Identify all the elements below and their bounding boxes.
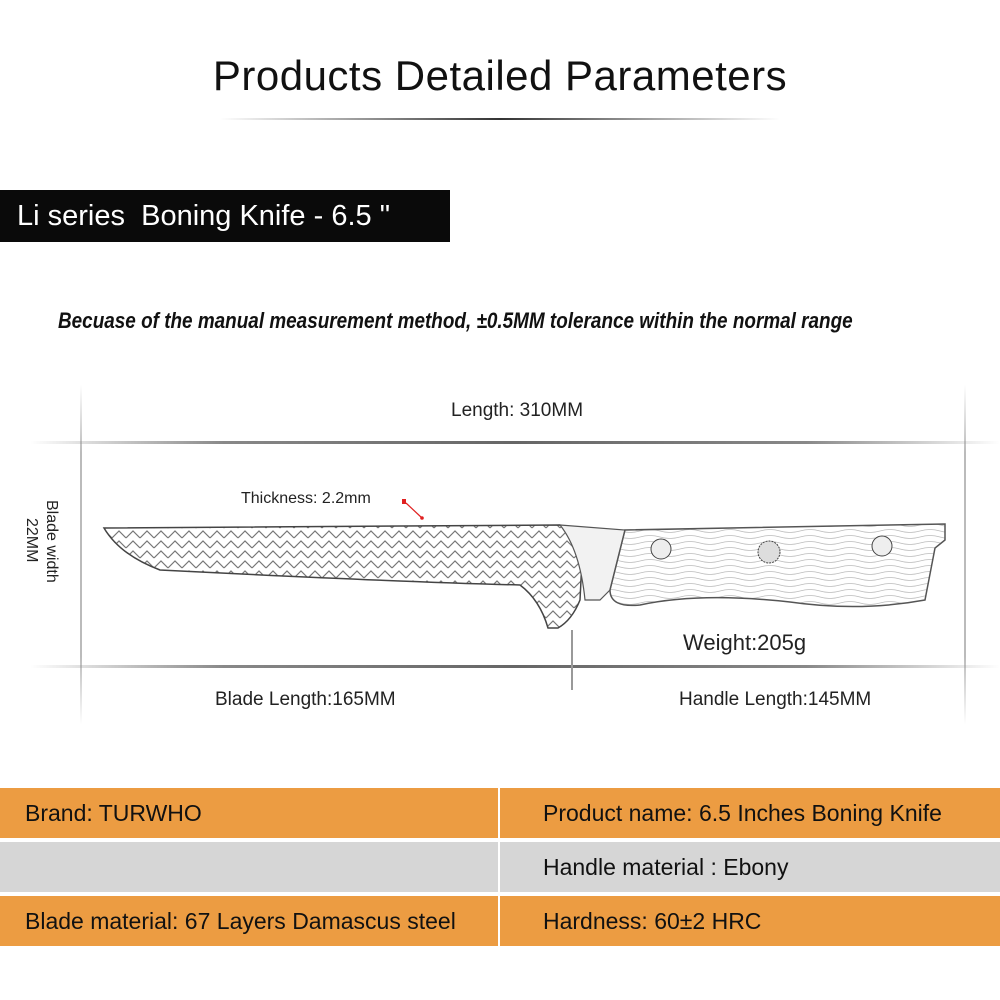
weight-label: Weight:205g (683, 630, 807, 655)
blade-length-label: Blade Length:165MM (215, 689, 396, 710)
title-divider (220, 118, 780, 120)
spec-empty (0, 842, 498, 892)
thickness-label: Thickness: 2.2mm (241, 490, 371, 507)
spec-brand: Brand: TURWHO (0, 788, 498, 838)
spec-product-name: Product name: 6.5 Inches Boning Knife (499, 788, 1000, 838)
blade-width-value: 22MM (23, 518, 40, 563)
spec-row: Brand: TURWHO Product name: 6.5 Inches B… (0, 788, 1000, 838)
handle-rivet (871, 535, 893, 557)
top-dimension-line (30, 441, 1000, 444)
spec-blade-material: Blade material: 67 Layers Damascus steel (0, 896, 498, 946)
thickness-marker (402, 499, 424, 520)
page-title: Products Detailed Parameters (212, 52, 788, 99)
left-guide-line (80, 385, 82, 725)
knife-bolster (558, 524, 626, 601)
handle-rivet-center (757, 540, 781, 564)
spec-hardness: Hardness: 60±2 HRC (499, 896, 1000, 946)
spec-handle-material: Handle material : Ebony (499, 842, 1000, 892)
right-guide-line (964, 385, 966, 725)
handle-length-label: Handle Length:145MM (679, 689, 872, 710)
knife-handle (609, 523, 946, 608)
mid-divider-line (571, 630, 573, 690)
handle-rivet (650, 538, 672, 560)
spec-row: Blade material: 67 Layers Damascus steel… (0, 896, 1000, 946)
blade-width-text: Blade width (43, 500, 60, 583)
bottom-dimension-line (30, 665, 1000, 668)
spec-row: Handle material : Ebony (0, 842, 1000, 892)
length-label: Length: 310MM (451, 400, 584, 421)
knife-blade (102, 524, 583, 629)
blade-width-label: Blade width 22MM (23, 500, 68, 610)
series-label: Li series Boning Knife - 6.5 " (0, 190, 450, 242)
tolerance-note: Becuase of the manual measurement method… (58, 308, 853, 333)
